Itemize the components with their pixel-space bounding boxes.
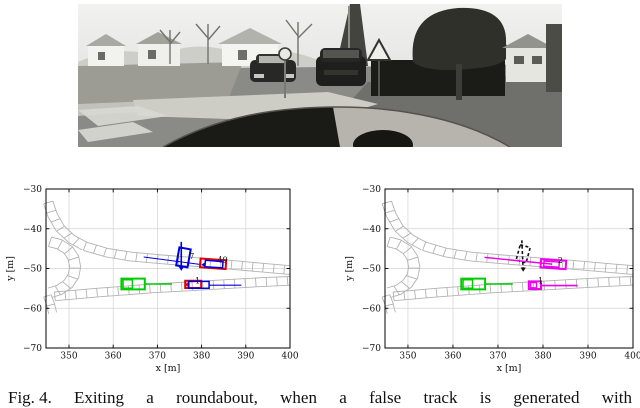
oncoming-upper-blue [204,259,224,269]
x-tick-label: 370 [149,352,166,362]
photo-warning-sign [366,37,392,96]
oncoming-lower-blue-1: 1 [188,277,242,289]
track-id-label: 1 [195,277,200,286]
photo-big-tree [412,7,509,100]
y-tick-label: −30 [362,185,381,195]
y-tick-label: −30 [23,185,42,195]
y-tick-label: −50 [23,265,42,275]
ego-vehicle-box [460,277,513,291]
x-tick-label: 360 [444,352,461,362]
y-axis-label: y [m] [344,256,355,282]
false-track-7: 7 [175,241,194,271]
x-tick-label: 390 [237,352,254,362]
tracks: 21 [460,240,578,291]
photo-bare-trees [159,19,313,66]
y-tick-label: −40 [23,225,42,235]
photo-round-sign [278,47,292,98]
y-tick-label: −60 [23,304,42,314]
false-track-dashed [515,240,532,272]
axes: 350 360 370 380 390 400 −30 −40 −50 −60 −70 x [m] y … [344,185,640,374]
x-axis-label: x [m] [156,363,181,374]
photo-grass-field [78,62,243,106]
x-tick-label: 390 [579,352,596,362]
tracks: 7 49 1 [120,241,242,291]
y-tick-label: −50 [362,265,381,275]
grid [46,189,290,348]
x-tick-label: 370 [489,352,506,362]
track-id-label: 2 [558,256,563,265]
upper-assoc-line [143,256,206,268]
photo-houses-left [86,28,282,66]
y-tick-label: −70 [23,344,42,354]
track-id-label: 1 [538,277,543,286]
x-tick-label: 350 [60,352,77,362]
photo-right-house [502,24,562,92]
grid [385,189,633,348]
y-tick-label: −70 [362,344,381,354]
x-tick-label: 380 [534,352,551,362]
photo-crosswalk-markings [78,106,168,142]
x-tick-label: 360 [105,352,122,362]
figure-caption: Fig. 4. Exiting a roundabout, when a fal… [8,388,632,408]
road-map [43,200,291,314]
y-axis-label: y [m] [5,256,16,282]
road-map [381,200,634,314]
oncoming-lower-magenta-1: 1 [527,277,578,290]
plot-left: 7 49 1 350 360 370 380 390 400 −30 −40 −50 −60 −70 x [… [5,185,299,374]
y-tick-label: −40 [362,225,381,235]
figure-caption-text: Exiting a roundabout, when a false track… [73,388,632,407]
photo-ego-hood [162,106,511,147]
x-axis-label: x [m] [497,363,522,374]
oncoming-upper-red-49: 49 [198,256,228,271]
photo-suv [316,48,366,86]
x-tick-label: 350 [399,352,416,362]
track-id-label: 49 [218,256,228,265]
axes: 350 360 370 380 390 400 −30 −40 −50 −60 −70 x [m] y … [5,185,299,374]
road-scene-photo [78,4,562,147]
oncoming-upper-magenta-2: 2 [539,256,568,271]
x-tick-label: 400 [624,352,640,362]
ego-vehicle-box [120,277,172,291]
figure-label: Fig. 4. [8,388,52,407]
y-tick-label: −60 [362,304,381,314]
track-id-label: 7 [189,252,194,261]
x-tick-label: 380 [193,352,210,362]
x-tick-label: 400 [281,352,298,362]
